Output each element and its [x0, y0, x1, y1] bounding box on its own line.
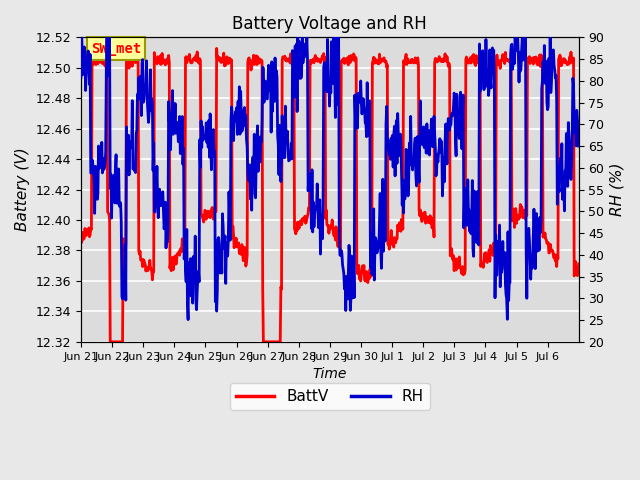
Text: SW_met: SW_met — [91, 42, 141, 56]
Y-axis label: RH (%): RH (%) — [610, 163, 625, 216]
Title: Battery Voltage and RH: Battery Voltage and RH — [232, 15, 428, 33]
Y-axis label: Battery (V): Battery (V) — [15, 148, 30, 231]
Legend: BattV, RH: BattV, RH — [230, 383, 430, 410]
X-axis label: Time: Time — [313, 367, 347, 381]
